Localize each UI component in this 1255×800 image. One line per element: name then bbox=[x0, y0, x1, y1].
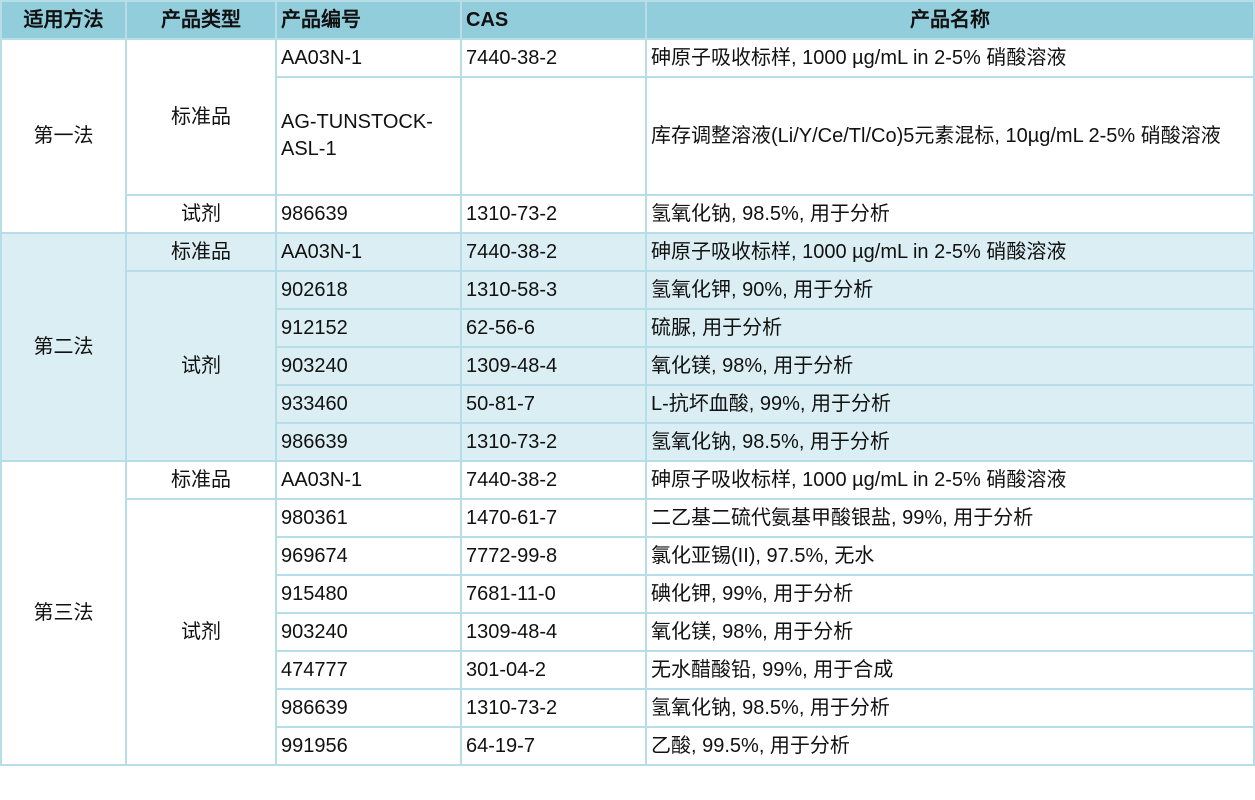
product-name-cell: 氢氧化钠, 98.5%, 用于分析 bbox=[645, 194, 1255, 234]
method-cell: 第一法 bbox=[0, 38, 127, 234]
product-type-cell: 试剂 bbox=[125, 270, 277, 462]
method-cell: 第二法 bbox=[0, 232, 127, 462]
product-name-cell: 氧化镁, 98%, 用于分析 bbox=[645, 612, 1255, 652]
table-row: 986639 1310-73-2 氢氧化钠, 98.5%, 用于分析 bbox=[1, 422, 1255, 462]
product-code-cell: 986639 bbox=[275, 688, 462, 728]
table-row: 试剂 986639 1310-73-2 氢氧化钠, 98.5%, 用于分析 bbox=[1, 194, 1255, 234]
table-row: 474777 301-04-2 无水醋酸铅, 99%, 用于合成 bbox=[1, 650, 1255, 690]
product-code-cell: 980361 bbox=[275, 498, 462, 538]
table-row: 试剂 980361 1470-61-7 二乙基二硫代氨基甲酸银盐, 99%, 用于分析 bbox=[1, 498, 1255, 766]
cas-cell: 1309-48-4 bbox=[460, 346, 647, 386]
cas-cell: 50-81-7 bbox=[460, 384, 647, 424]
product-code-cell: 903240 bbox=[275, 612, 462, 652]
product-type-cell: 标准品 bbox=[125, 38, 277, 196]
product-code-cell: AA03N-1 bbox=[275, 460, 462, 500]
product-type-cell: 标准品 bbox=[125, 460, 277, 500]
header-cas: CAS bbox=[460, 0, 647, 40]
table-row: 第一法 标准品 AA03N-1 7440-38-2 砷原子吸收标样, 1000 µg/m… bbox=[0, 38, 1255, 234]
header-code: 产品编号 bbox=[275, 0, 462, 40]
product-name-cell: 碘化钾, 99%, 用于分析 bbox=[645, 574, 1255, 614]
product-name-cell: 二乙基二硫代氨基甲酸银盐, 99%, 用于分析 bbox=[645, 498, 1255, 538]
cas-cell: 7440-38-2 bbox=[460, 38, 647, 78]
table-row: 试剂 902618 1310-58-3 氢氧化钾, 90%, 用于分析 bbox=[1, 270, 1255, 462]
product-name-cell: 氢氧化钾, 90%, 用于分析 bbox=[645, 270, 1255, 310]
table-body: 第一法 标准品 AA03N-1 7440-38-2 砷原子吸收标样, 1000 µg/m… bbox=[0, 38, 1255, 766]
product-code-cell: 903240 bbox=[275, 346, 462, 386]
product-code-cell: 991956 bbox=[275, 726, 462, 766]
product-code-cell: 902618 bbox=[275, 270, 462, 310]
method-cell: 第三法 bbox=[0, 460, 127, 766]
cas-cell: 7440-38-2 bbox=[460, 460, 647, 500]
product-name-cell: 硫脲, 用于分析 bbox=[645, 308, 1255, 348]
table-row: 915480 7681-11-0 碘化钾, 99%, 用于分析 bbox=[1, 574, 1255, 614]
table-row: 903240 1309-48-4 氧化镁, 98%, 用于分析 bbox=[1, 346, 1255, 386]
product-name-cell: 乙酸, 99.5%, 用于分析 bbox=[645, 726, 1255, 766]
table-row: 991956 64-19-7 乙酸, 99.5%, 用于分析 bbox=[1, 726, 1255, 766]
product-type-cell: 试剂 bbox=[125, 498, 277, 766]
cas-cell: 1470-61-7 bbox=[460, 498, 647, 538]
table-row: 933460 50-81-7 L-抗坏血酸, 99%, 用于分析 bbox=[1, 384, 1255, 424]
product-name-cell: 砷原子吸收标样, 1000 µg/mL in 2-5% 硝酸溶液 bbox=[645, 232, 1255, 272]
cas-cell: 64-19-7 bbox=[460, 726, 647, 766]
table-row: 第三法 标准品 AA03N-1 7440-38-2 砷原子吸收标样, 1000 µg/m… bbox=[0, 460, 1255, 766]
cas-cell: 1310-58-3 bbox=[460, 270, 647, 310]
cas-cell: 7772-99-8 bbox=[460, 536, 647, 576]
table-row: 986639 1310-73-2 氢氧化钠, 98.5%, 用于分析 bbox=[1, 688, 1255, 728]
product-code-cell: AA03N-1 bbox=[275, 38, 462, 78]
cas-cell: 7440-38-2 bbox=[460, 232, 647, 272]
product-type-cell: 标准品 bbox=[125, 232, 277, 272]
cas-cell: 1310-73-2 bbox=[460, 688, 647, 728]
product-code-cell: 915480 bbox=[275, 574, 462, 614]
cas-cell: 62-56-6 bbox=[460, 308, 647, 348]
cas-cell: 1309-48-4 bbox=[460, 612, 647, 652]
product-code-cell: 933460 bbox=[275, 384, 462, 424]
header-type: 产品类型 bbox=[125, 0, 277, 40]
product-name-cell: 氧化镁, 98%, 用于分析 bbox=[645, 346, 1255, 386]
table-row: AG-TUNSTOCK-ASL-1 库存调整溶液(Li/Y/Ce/Tl/Co)5元… bbox=[1, 76, 1255, 196]
product-name-cell: 氢氧化钠, 98.5%, 用于分析 bbox=[645, 688, 1255, 728]
product-code-cell: 912152 bbox=[275, 308, 462, 348]
header-method: 适用方法 bbox=[0, 0, 127, 40]
product-code-cell: 986639 bbox=[275, 194, 462, 234]
header-name: 产品名称 bbox=[645, 0, 1255, 40]
table-row: 903240 1309-48-4 氧化镁, 98%, 用于分析 bbox=[1, 612, 1255, 652]
product-name-cell: 氯化亚锡(II), 97.5%, 无水 bbox=[645, 536, 1255, 576]
product-code-cell: 969674 bbox=[275, 536, 462, 576]
header-row: 适用方法 产品类型 产品编号 CAS 产品名称 bbox=[0, 0, 1255, 40]
product-name-cell: L-抗坏血酸, 99%, 用于分析 bbox=[645, 384, 1255, 424]
product-name-cell: 无水醋酸铅, 99%, 用于合成 bbox=[645, 650, 1255, 690]
table-row: 969674 7772-99-8 氯化亚锡(II), 97.5%, 无水 bbox=[1, 536, 1255, 576]
cas-cell: 301-04-2 bbox=[460, 650, 647, 690]
product-name-cell: 砷原子吸收标样, 1000 µg/mL in 2-5% 硝酸溶液 bbox=[645, 460, 1255, 500]
product-code-cell: 986639 bbox=[275, 422, 462, 462]
cas-cell bbox=[460, 76, 647, 196]
product-name-cell: 库存调整溶液(Li/Y/Ce/Tl/Co)5元素混标, 10µg/mL 2-5%… bbox=[645, 76, 1255, 196]
product-table: 适用方法 产品类型 产品编号 CAS 产品名称 第一法 标准品 AA03N-1 744… bbox=[0, 0, 1255, 766]
product-name-cell: 氢氧化钠, 98.5%, 用于分析 bbox=[645, 422, 1255, 462]
cas-cell: 1310-73-2 bbox=[460, 422, 647, 462]
table-row: 第二法 标准品 AA03N-1 7440-38-2 砷原子吸收标样, 1000 µg/m… bbox=[0, 232, 1255, 462]
product-code-cell: AA03N-1 bbox=[275, 232, 462, 272]
product-code-cell: 474777 bbox=[275, 650, 462, 690]
table-row: 912152 62-56-6 硫脲, 用于分析 bbox=[1, 308, 1255, 348]
product-name-cell: 砷原子吸收标样, 1000 µg/mL in 2-5% 硝酸溶液 bbox=[645, 38, 1255, 78]
cas-cell: 7681-11-0 bbox=[460, 574, 647, 614]
product-code-cell: AG-TUNSTOCK-ASL-1 bbox=[275, 76, 462, 196]
cas-cell: 1310-73-2 bbox=[460, 194, 647, 234]
product-type-cell: 试剂 bbox=[125, 194, 277, 234]
